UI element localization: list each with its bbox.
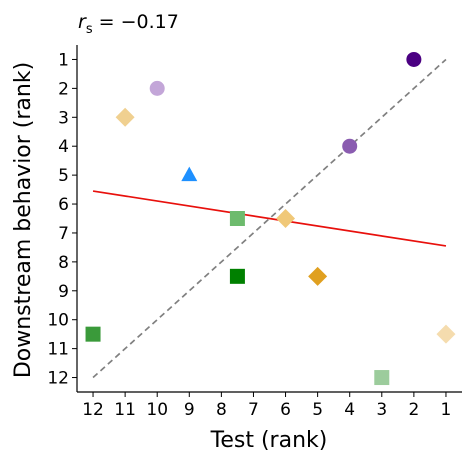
y-tick-label: 5 bbox=[58, 166, 69, 186]
scatter-point-triangle bbox=[181, 166, 198, 182]
y-tick-label: 6 bbox=[58, 195, 69, 215]
x-axis-label: Test (rank) bbox=[210, 428, 328, 453]
fit-line bbox=[92, 190, 447, 247]
y-tick-label: 7 bbox=[58, 224, 69, 244]
y-tick-label: 9 bbox=[58, 282, 69, 302]
scatter-point-square bbox=[374, 370, 390, 386]
x-tick-label: 2 bbox=[408, 400, 419, 420]
plot-area bbox=[85, 51, 456, 386]
x-tick-label: 12 bbox=[82, 400, 104, 420]
title-sub: s bbox=[86, 22, 93, 37]
x-tick-label: 5 bbox=[312, 400, 323, 420]
scatter-point-square bbox=[229, 268, 245, 284]
x-ticks: 12 11 10 9 8 7 6 5 4 3 2 1 bbox=[82, 392, 451, 420]
y-tick-label: 11 bbox=[47, 340, 69, 360]
y-tick-label: 3 bbox=[58, 108, 69, 128]
scatter-point-diamond bbox=[276, 209, 296, 228]
x-tick-label: 4 bbox=[344, 400, 355, 420]
y-tick-label: 10 bbox=[47, 311, 69, 331]
scatter-point-diamond bbox=[436, 324, 456, 344]
scatter-point-circle bbox=[342, 138, 358, 154]
x-tick-label: 10 bbox=[146, 400, 168, 420]
scatter-point-square bbox=[229, 211, 245, 226]
scatter-point-circle bbox=[406, 51, 422, 67]
x-tick-label: 11 bbox=[114, 400, 136, 420]
x-tick-label: 3 bbox=[376, 400, 387, 420]
x-tick-label: 7 bbox=[248, 400, 259, 420]
identity-line bbox=[92, 58, 447, 379]
x-tick-label: 8 bbox=[216, 400, 227, 420]
scatter-point-circle bbox=[149, 80, 165, 96]
title-rest: = −0.17 bbox=[93, 11, 179, 33]
y-tick-label: 2 bbox=[58, 79, 69, 99]
y-tick-label: 4 bbox=[58, 137, 69, 157]
y-tick-label: 12 bbox=[47, 369, 69, 389]
x-tick-label: 6 bbox=[280, 400, 291, 420]
y-tick-label: 8 bbox=[58, 253, 69, 273]
x-tick-label: 1 bbox=[441, 400, 452, 420]
scatter-point-square bbox=[85, 326, 101, 342]
scatter-point-diamond bbox=[115, 107, 135, 127]
title-var: r bbox=[78, 11, 87, 33]
scatter-point-diamond bbox=[308, 266, 328, 286]
y-axis-label: Downstream behavior (rank) bbox=[11, 62, 36, 378]
x-tick-label: 9 bbox=[184, 400, 195, 420]
y-tick-label: 1 bbox=[58, 50, 69, 70]
chart-title: rs = −0.17 bbox=[78, 11, 179, 37]
